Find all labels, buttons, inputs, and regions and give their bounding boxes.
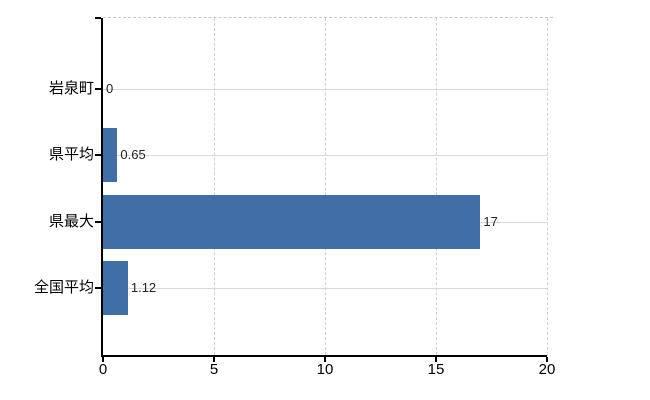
gridline-v [547, 18, 548, 355]
x-tick-label: 20 [538, 361, 556, 378]
category-label: 県平均 [48, 146, 94, 164]
gridline-v [325, 18, 326, 355]
x-tick [102, 357, 104, 362]
bar-value-label: 1.12 [130, 279, 157, 295]
category-tick [95, 154, 101, 157]
bar [103, 194, 481, 249]
bar-value-label: 0.65 [120, 147, 146, 163]
category-tick [95, 220, 101, 223]
category-label: 県最大 [48, 212, 94, 230]
x-tick [546, 357, 548, 362]
category-tick [95, 88, 101, 90]
category-tick [95, 286, 101, 289]
gridline-v [436, 18, 437, 355]
category-label: 全国平均 [33, 278, 94, 296]
y-axis-end-tick [95, 17, 101, 19]
x-tick [324, 357, 326, 362]
x-tick [435, 357, 437, 362]
x-tick [213, 357, 215, 362]
category-label: 岩泉町 [48, 80, 94, 97]
bar-value-label: 0 [106, 81, 114, 96]
y-axis [101, 18, 103, 357]
gridline-h [103, 155, 547, 157]
gridline-v [214, 18, 215, 355]
x-axis [101, 355, 547, 357]
x-tick-label: 5 [209, 361, 219, 378]
x-tick-label: 0 [98, 361, 108, 378]
x-tick-label: 10 [316, 361, 334, 378]
gridline-h [103, 89, 547, 90]
plot-top-border [103, 17, 553, 18]
bar [103, 128, 118, 183]
bar-value-label: 17 [483, 213, 498, 229]
x-tick-label: 15 [427, 361, 445, 378]
gridline-h [103, 287, 547, 289]
bar [103, 260, 128, 315]
